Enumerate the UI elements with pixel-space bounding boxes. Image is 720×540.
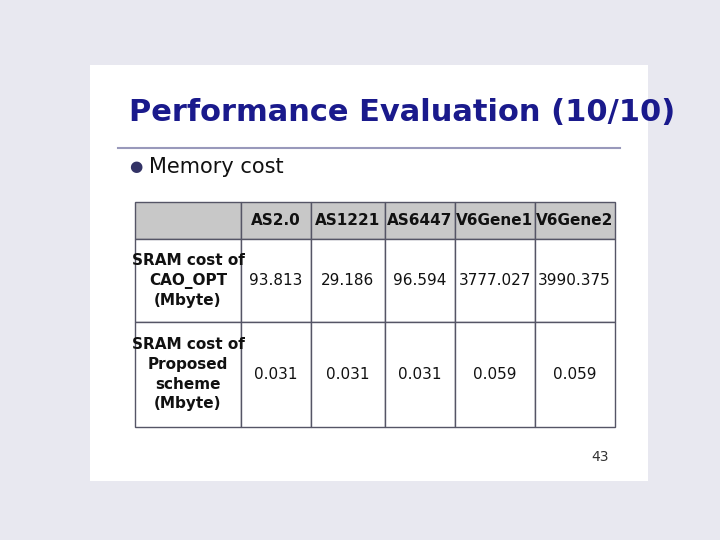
Text: AS2.0: AS2.0 xyxy=(251,213,301,228)
Text: 0.031: 0.031 xyxy=(398,367,441,382)
Bar xyxy=(385,202,454,239)
Text: 43: 43 xyxy=(591,450,609,464)
Bar xyxy=(135,239,241,322)
Text: ●: ● xyxy=(129,159,143,174)
Text: 0.031: 0.031 xyxy=(254,367,297,382)
Text: Performance Evaluation (10/10): Performance Evaluation (10/10) xyxy=(129,98,675,127)
Text: 29.186: 29.186 xyxy=(321,273,374,288)
Bar xyxy=(534,322,615,427)
Text: V6Gene1: V6Gene1 xyxy=(456,213,533,228)
Bar xyxy=(385,239,454,322)
Text: SRAM cost of
CAO_OPT
(Mbyte): SRAM cost of CAO_OPT (Mbyte) xyxy=(132,253,244,308)
FancyBboxPatch shape xyxy=(79,57,660,489)
Text: AS6447: AS6447 xyxy=(387,213,453,228)
Bar xyxy=(135,202,241,239)
Text: 0.059: 0.059 xyxy=(473,367,516,382)
Text: 3990.375: 3990.375 xyxy=(538,273,611,288)
Text: 0.059: 0.059 xyxy=(553,367,596,382)
Bar xyxy=(534,202,615,239)
Text: AS1221: AS1221 xyxy=(315,213,381,228)
Bar xyxy=(241,202,310,239)
Text: 96.594: 96.594 xyxy=(393,273,446,288)
Bar xyxy=(454,202,534,239)
Bar xyxy=(534,239,615,322)
Text: Memory cost: Memory cost xyxy=(148,157,283,177)
Bar xyxy=(241,239,310,322)
Bar xyxy=(310,322,385,427)
Bar xyxy=(135,322,241,427)
Text: 93.813: 93.813 xyxy=(249,273,302,288)
Bar xyxy=(385,322,454,427)
Bar xyxy=(310,202,385,239)
Bar xyxy=(310,239,385,322)
Bar xyxy=(241,322,310,427)
Text: 0.031: 0.031 xyxy=(326,367,369,382)
Text: SRAM cost of
Proposed
scheme
(Mbyte): SRAM cost of Proposed scheme (Mbyte) xyxy=(132,337,244,411)
Text: 3777.027: 3777.027 xyxy=(459,273,531,288)
Bar xyxy=(454,239,534,322)
Bar xyxy=(454,322,534,427)
Text: V6Gene2: V6Gene2 xyxy=(536,213,613,228)
